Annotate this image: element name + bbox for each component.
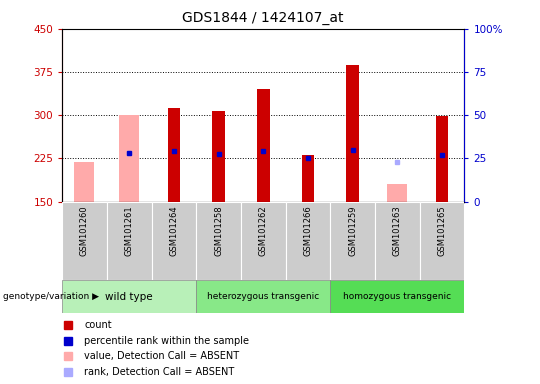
Text: heterozygous transgenic: heterozygous transgenic [207,292,319,301]
Bar [152,202,196,280]
Bar [196,280,330,313]
Bar [346,65,359,202]
Text: rank, Detection Call = ABSENT: rank, Detection Call = ABSENT [84,367,234,377]
Bar [436,116,448,202]
Bar [330,280,464,313]
Text: GSM101263: GSM101263 [393,205,402,256]
Text: value, Detection Call = ABSENT: value, Detection Call = ABSENT [84,351,239,361]
Bar [330,202,375,280]
Bar [62,280,196,313]
Bar [302,155,314,202]
Text: GSM101258: GSM101258 [214,205,223,256]
Text: wild type: wild type [105,291,153,302]
Text: GSM101265: GSM101265 [437,205,447,256]
Bar [119,115,139,202]
Bar [387,184,407,202]
Bar [196,202,241,280]
Text: GSM101260: GSM101260 [80,205,89,256]
Bar [420,202,464,280]
Text: count: count [84,320,112,330]
Bar [62,202,107,280]
Bar [241,202,286,280]
Bar [107,202,152,280]
Text: GSM101262: GSM101262 [259,205,268,256]
Title: GDS1844 / 1424107_at: GDS1844 / 1424107_at [183,11,344,25]
Text: GSM101259: GSM101259 [348,205,357,256]
Text: GSM101264: GSM101264 [170,205,178,256]
Bar [212,111,225,202]
Bar [257,89,269,202]
Bar [286,202,330,280]
Bar [375,202,420,280]
Text: percentile rank within the sample: percentile rank within the sample [84,336,249,346]
Bar [167,108,180,202]
Text: GSM101261: GSM101261 [125,205,134,256]
Text: GSM101266: GSM101266 [303,205,313,256]
Bar [75,162,94,202]
Text: homozygous transgenic: homozygous transgenic [343,292,451,301]
Text: genotype/variation ▶: genotype/variation ▶ [3,292,99,301]
